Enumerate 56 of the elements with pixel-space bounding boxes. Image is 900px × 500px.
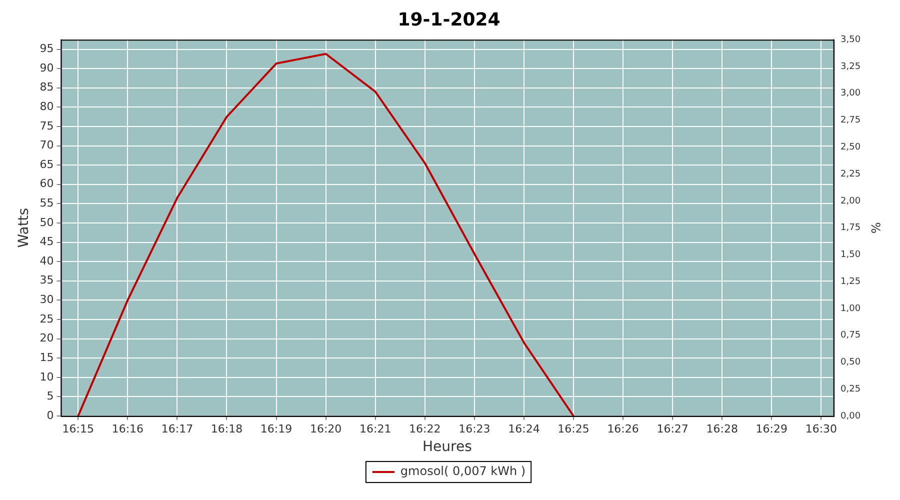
y2-tick-label: 1,75 xyxy=(840,223,861,234)
y-tick-label: 75 xyxy=(40,119,54,132)
y-axis-title: Watts xyxy=(16,208,32,248)
y2-tick-label: 2,00 xyxy=(840,196,861,206)
x-tick-label: 16:20 xyxy=(310,422,342,436)
y-tick-label: 5 xyxy=(46,390,54,403)
y-tick-label: 70 xyxy=(40,138,54,152)
y-tick-label: 15 xyxy=(40,350,54,364)
y2-tick-label: 3,00 xyxy=(840,88,861,99)
y-tick-label: 50 xyxy=(40,216,54,229)
x-tick-label: 16:22 xyxy=(409,422,441,436)
x-tick-label: 16:16 xyxy=(112,422,144,436)
y2-tick-label: 0,75 xyxy=(840,330,861,341)
y-tick-label: 10 xyxy=(40,370,54,384)
y2-tick-label: 3,50 xyxy=(840,34,861,45)
x-tick-label: 16:30 xyxy=(805,422,838,436)
x-axis-title: Heures xyxy=(422,439,472,456)
x-tick-label: 16:18 xyxy=(210,422,243,436)
y2-tick-label: 1,00 xyxy=(840,304,861,314)
y-tick-label: 60 xyxy=(40,177,54,190)
y-tick-label: 80 xyxy=(40,100,54,114)
y2-tick-label: 0,50 xyxy=(840,358,861,368)
y2-tick-label: 0,25 xyxy=(840,384,861,394)
y-tick-label: 30 xyxy=(40,293,54,306)
chart-title: 19-1-2024 xyxy=(398,9,500,30)
y2-tick-label: 0,00 xyxy=(840,411,861,422)
x-tick-label: 16:25 xyxy=(558,422,590,436)
y-tick-label: 40 xyxy=(40,254,54,268)
x-tick-label: 16:26 xyxy=(607,422,639,436)
y2-tick-label: 2,25 xyxy=(840,169,861,180)
y2-tick-label: 1,25 xyxy=(840,276,861,287)
y-tick-label: 55 xyxy=(40,196,54,210)
x-tick-label: 16:19 xyxy=(260,422,292,436)
y-tick-label: 45 xyxy=(40,235,54,248)
y-tick-label: 65 xyxy=(40,158,54,171)
y-tick-label: 35 xyxy=(40,274,54,287)
x-tick-label: 16:27 xyxy=(656,422,688,436)
legend-label: gmosol( 0,007 kWh ) xyxy=(400,464,526,478)
y-tick-label: 95 xyxy=(40,42,54,56)
x-tick-label: 16:29 xyxy=(756,422,788,436)
x-tick-label: 16:28 xyxy=(706,422,738,436)
y2-tick-label: 2,75 xyxy=(840,116,861,126)
y2-axis-title: % xyxy=(868,222,883,234)
x-tick-label: 16:15 xyxy=(62,422,94,436)
y-tick-label: 85 xyxy=(40,80,54,94)
y2-tick-label: 1,50 xyxy=(840,250,861,260)
x-tick-label: 16:23 xyxy=(458,422,490,436)
x-tick-label: 16:17 xyxy=(161,422,194,436)
y2-tick-label: 3,25 xyxy=(840,62,861,72)
y-tick-label: 25 xyxy=(40,312,54,326)
x-tick-label: 16:24 xyxy=(508,422,540,436)
y-tick-label: 0 xyxy=(46,408,54,422)
y-tick-label: 20 xyxy=(40,332,54,345)
x-tick-label: 16:21 xyxy=(360,422,392,436)
y2-tick-label: 2,50 xyxy=(840,142,861,152)
y-tick-label: 90 xyxy=(40,61,54,74)
